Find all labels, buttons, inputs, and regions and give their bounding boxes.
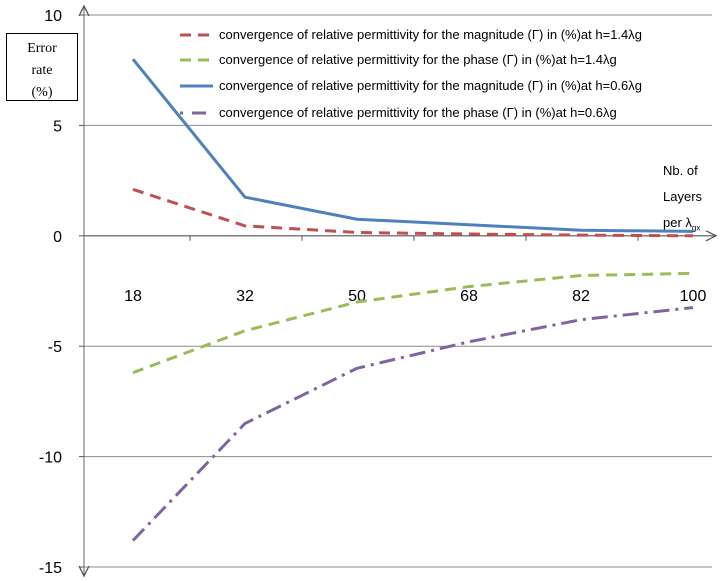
y-axis-arrow-top (78, 4, 90, 17)
x-axis-label-line-1: Nb. of (663, 163, 698, 178)
x-axis-arrow (705, 230, 718, 242)
x-axis-label-line-3: per λgx (663, 215, 701, 233)
y-tick-label: -10 (39, 450, 62, 467)
x-tick-label: 18 (124, 288, 142, 305)
y-tick-label: 10 (44, 8, 62, 25)
series-line-1 (132, 188, 694, 238)
y-axis-label-line-3: (%) (31, 85, 53, 100)
series-line-4 (131, 306, 694, 542)
legend-label-3: convergence of relative permittivity for… (219, 78, 642, 93)
y-tick-label: 5 (53, 118, 62, 135)
series-lines (131, 58, 694, 542)
y-axis-label-line-2: rate (31, 63, 53, 78)
x-tick-label: 82 (572, 288, 590, 305)
y-axis-label: Error rate (%) (6, 33, 78, 101)
y-tick-label: -15 (39, 560, 62, 577)
legend-label-4: convergence of relative permittivity for… (219, 105, 617, 120)
x-tick-label: 68 (460, 288, 478, 305)
x-tick-label: 32 (236, 288, 254, 305)
y-tick-label: 0 (53, 229, 62, 246)
x-tick-labels: 18 32 50 68 82 100 (124, 288, 706, 305)
axes (78, 4, 718, 578)
y-tick-label: -5 (48, 339, 62, 356)
series-line-3 (131, 58, 694, 233)
legend-label-1: convergence of relative permittivity for… (219, 27, 642, 42)
x-tick-label: 100 (680, 288, 707, 305)
legend-label-2: convergence of relative permittivity for… (219, 52, 617, 67)
y-axis-label-line-1: Error (27, 41, 57, 56)
x-axis-label-line-2: Layers (663, 189, 703, 204)
y-tick-labels: 10 5 0 -5 -10 -15 (39, 8, 62, 577)
y-axis-arrow-bottom (78, 565, 90, 578)
series-line-2 (132, 271, 694, 375)
legend: convergence of relative permittivity for… (180, 27, 642, 120)
x-axis-label: Nb. of Layers per λgx (663, 158, 721, 242)
gridlines (84, 14, 712, 568)
